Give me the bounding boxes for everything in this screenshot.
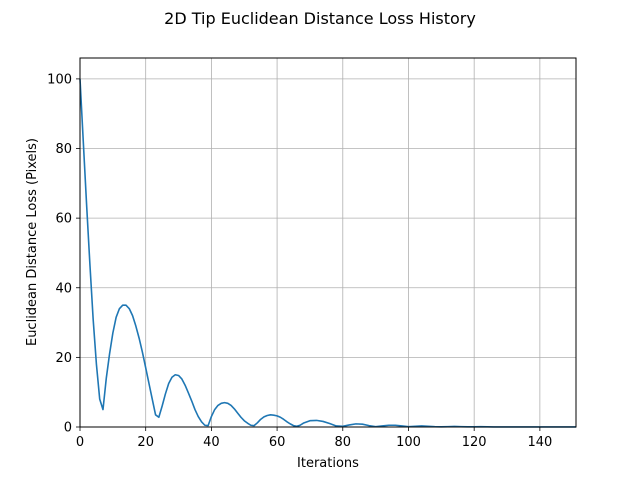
chart-title: 2D Tip Euclidean Distance Loss History — [164, 9, 476, 28]
y-tick-label: 80 — [55, 142, 72, 157]
x-axis-label: Iterations — [297, 456, 359, 471]
x-tick-label: 100 — [396, 435, 421, 450]
x-tick-label: 140 — [527, 435, 552, 450]
series-layer — [79, 78, 576, 428]
x-tick-label: 20 — [137, 435, 154, 450]
y-tick-label: 60 — [55, 212, 72, 227]
loss-series-line — [79, 78, 576, 428]
y-axis-label: Euclidean Distance Loss (Pixels) — [25, 138, 40, 346]
x-tick-label: 0 — [76, 435, 84, 450]
y-tick-label: 100 — [47, 72, 72, 87]
x-tick-label: 40 — [203, 435, 220, 450]
x-tick-label: 60 — [269, 435, 286, 450]
y-tick-label: 0 — [64, 421, 72, 436]
x-tick-label: 80 — [335, 435, 352, 450]
plot-area-frame — [79, 57, 577, 428]
x-axis-ticks: 0 20 40 60 80 100 120 140 — [76, 427, 552, 450]
y-axis-ticks: 0 20 40 60 80 100 — [47, 72, 80, 436]
x-tick-label: 120 — [462, 435, 487, 450]
y-tick-label: 40 — [55, 281, 72, 296]
grid — [79, 58, 576, 428]
y-tick-label: 20 — [55, 351, 72, 366]
